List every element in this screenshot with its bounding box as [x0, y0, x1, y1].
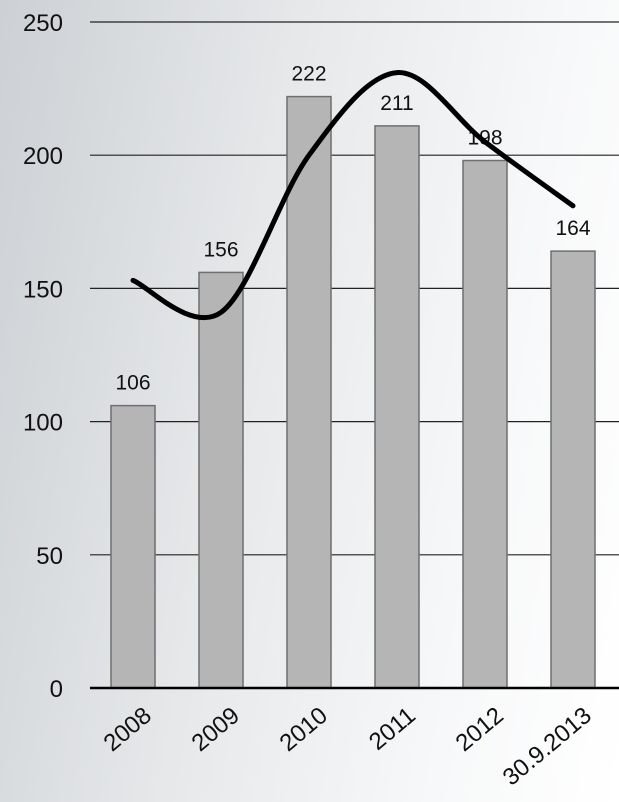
x-tick-label-2009: 2009 — [187, 702, 245, 757]
y-axis-tick-labels: 0 50 100 150 200 250 — [23, 10, 63, 703]
bar-2009 — [198, 271, 244, 689]
y-tick-label-150: 150 — [23, 276, 63, 303]
x-tick-label-30.9.2013: 30.9.2013 — [498, 702, 597, 791]
bar-2011 — [374, 125, 420, 689]
y-tick-label-200: 200 — [23, 143, 63, 170]
y-tick-label-250: 250 — [23, 10, 63, 37]
x-tick-label-2010: 2010 — [275, 702, 333, 757]
data-label-2010: 222 — [291, 63, 326, 86]
data-label-2009: 156 — [203, 238, 238, 261]
trend-line-layer — [130, 70, 576, 321]
data-label-2008: 106 — [115, 372, 150, 395]
bar-2010 — [286, 95, 332, 689]
bar-2012 — [462, 159, 508, 689]
x-tick-label-2011: 2011 — [364, 702, 421, 756]
y-tick-label-100: 100 — [23, 410, 63, 437]
data-label-2011: 211 — [380, 92, 413, 115]
x-tick-label-2012: 2012 — [451, 702, 509, 757]
data-label-30.9.2013: 164 — [555, 217, 590, 240]
y-tick-label-0: 0 — [50, 676, 63, 703]
grid-lines — [90, 21, 619, 556]
bar-30.9.2013 — [550, 250, 596, 689]
bars — [110, 95, 596, 689]
bar-2008 — [110, 404, 156, 689]
trend-line — [130, 70, 576, 321]
y-tick-label-50: 50 — [36, 543, 63, 570]
x-tick-label-2008: 2008 — [99, 702, 157, 757]
